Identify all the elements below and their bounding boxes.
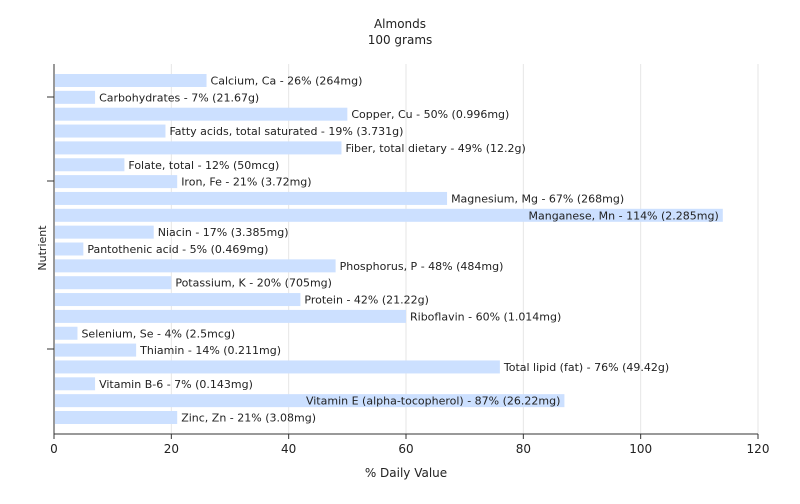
x-tick-label: 100 [629,442,652,456]
bar [55,107,348,121]
bar-label: Magnesium, Mg - 67% (268mg) [451,192,624,205]
bar-label: Potassium, K - 20% (705mg) [175,277,332,290]
bar-label: Carbohydrates - 7% (21.67g) [99,91,259,104]
bar [55,293,301,307]
x-tick-label: 80 [516,442,531,456]
bar-label: Riboflavin - 60% (1.014mg) [410,310,561,323]
bar-label: Protein - 42% (21.22g) [304,294,429,307]
x-tick-label: 0 [50,442,58,456]
data-labels: Calcium, Ca - 26% (264mg) Carbohydrates -… [81,75,718,425]
bar-label: Fatty acids, total saturated - 19% (3.73… [169,125,403,138]
bar [55,259,336,273]
bar [55,90,96,104]
x-tick-label: 20 [164,442,179,456]
bar [55,225,154,239]
bar [55,411,178,424]
bar-label: Total lipid (fat) - 76% (49.42g) [503,361,669,374]
bar [55,377,96,391]
bar [55,158,125,172]
x-axis-title: % Daily Value [365,466,447,480]
bar-label: Selenium, Se - 4% (2.5mcg) [81,327,235,340]
bar-label: Calcium, Ca - 26% (264mg) [211,75,363,88]
bar [55,74,207,87]
bar [55,343,137,357]
x-tick-label: 60 [398,442,413,456]
bar [55,124,166,138]
bar [55,276,172,290]
bar [55,208,723,222]
bar-label: Vitamin E (alpha-tocopherol) - 87% (26.2… [306,395,560,408]
bar [55,360,500,374]
bar-label: Manganese, Mn - 114% (2.285mg) [528,209,718,222]
bar-label: Folate, total - 12% (50mcg) [128,159,279,172]
bar-label: Thiamin - 14% (0.211mg) [139,344,281,357]
bar [55,191,448,205]
bar-label: Zinc, Zn - 21% (3.08mg) [181,412,316,425]
bar [55,326,78,340]
bar-label: Fiber, total dietary - 49% (12.2g) [345,142,525,155]
bar-label: Niacin - 17% (3.385mg) [158,226,289,239]
bar-label: Copper, Cu - 50% (0.996mg) [351,108,509,121]
y-axis-title: Nutrient [36,225,49,271]
axes: 0 20 40 60 80 100 120 [47,64,769,456]
chart-title: Almonds [374,17,426,31]
bars [55,74,723,424]
bar [55,141,342,155]
bar [55,309,406,323]
bar [55,394,565,408]
x-tick-label: 40 [281,442,296,456]
bar-label: Phosphorus, P - 48% (484mg) [340,260,504,273]
chart-subtitle: 100 grams [368,33,433,47]
bar [55,242,84,256]
bar-label: Vitamin B-6 - 7% (0.143mg) [99,378,253,391]
bar [55,175,178,189]
bar-label: Pantothenic acid - 5% (0.469mg) [87,243,268,256]
bar-label: Iron, Fe - 21% (3.72mg) [181,176,311,189]
x-tick-label: 120 [747,442,770,456]
